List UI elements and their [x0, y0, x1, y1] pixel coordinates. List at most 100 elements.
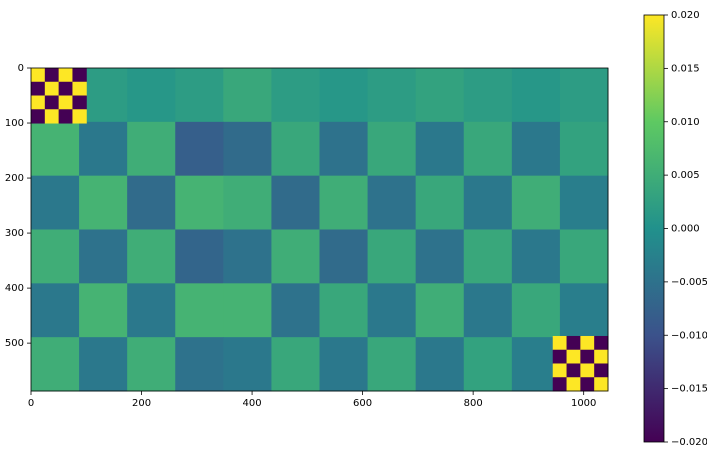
heatmap-cell: [368, 122, 417, 176]
chart: 020040060080010000100200300400500−0.020−…: [0, 0, 707, 450]
y-tick-label: 400: [5, 283, 24, 294]
heatmap-cell: [59, 109, 73, 123]
colorbar-tick-label: 0.010: [671, 117, 700, 128]
heatmap-cell: [512, 283, 561, 337]
colorbar-tick-label: 0.020: [671, 10, 700, 21]
heatmap-cell: [580, 350, 594, 364]
heatmap-cell: [72, 68, 86, 82]
heatmap-cell: [560, 122, 609, 176]
heatmap-cell: [580, 363, 594, 377]
colorbar-tick-label: −0.020: [671, 437, 707, 448]
colorbar-tick-label: −0.015: [671, 384, 707, 395]
heatmap-cell: [59, 96, 73, 110]
heatmap-cell: [594, 377, 608, 391]
heatmap-cell: [72, 109, 86, 123]
x-tick-label: 800: [464, 398, 483, 409]
heatmap-cell: [553, 336, 567, 350]
heatmap-cell: [31, 96, 45, 110]
heatmap-cell: [127, 122, 176, 176]
heatmap-cell: [45, 82, 59, 96]
heatmap-cell: [512, 230, 561, 284]
heatmap-cell: [271, 283, 320, 337]
heatmap-cell: [127, 337, 176, 391]
heatmap-cell: [45, 96, 59, 110]
heatmap-cell: [368, 176, 417, 230]
heatmap-cell: [320, 283, 369, 337]
heatmap-cell: [512, 68, 561, 122]
heatmap-cell: [79, 337, 128, 391]
heatmap-cell: [416, 122, 465, 176]
heatmap-cell: [594, 336, 608, 350]
heatmap-cell: [31, 337, 80, 391]
heatmap-cell: [175, 176, 224, 230]
heatmap-cell: [31, 283, 80, 337]
heatmap-cell: [79, 176, 128, 230]
heatmap-cell: [464, 122, 513, 176]
heatmap-cell: [368, 68, 417, 122]
x-tick-label: 1000: [571, 398, 596, 409]
heatmap-cell: [59, 68, 73, 82]
y-tick-label: 100: [5, 118, 24, 129]
heatmap-cell: [223, 230, 272, 284]
heatmap-cell: [127, 230, 176, 284]
y-tick-label: 0: [18, 63, 24, 74]
heatmap-cell: [59, 82, 73, 96]
heatmap-cell: [553, 377, 567, 391]
colorbar: [644, 15, 664, 442]
colorbar-tick-label: −0.010: [671, 330, 707, 341]
heatmap-cell: [223, 176, 272, 230]
heatmap-cell: [416, 337, 465, 391]
heatmap-cell: [416, 176, 465, 230]
heatmap-cell: [271, 337, 320, 391]
heatmap-cell: [223, 337, 272, 391]
heatmap-cell: [31, 68, 45, 82]
heatmap-cell: [416, 68, 465, 122]
heatmap-cell: [175, 122, 224, 176]
colorbar-tick-label: −0.005: [671, 277, 707, 288]
heatmap-cell: [560, 283, 609, 337]
heatmap-cell: [320, 122, 369, 176]
heatmap-cell: [72, 96, 86, 110]
heatmap-cell: [79, 122, 128, 176]
heatmap-cell: [560, 230, 609, 284]
heatmap-cell: [31, 82, 45, 96]
heatmap-cell: [175, 337, 224, 391]
heatmap-cell: [271, 230, 320, 284]
heatmap-cell: [567, 350, 581, 364]
heatmap-cell: [320, 337, 369, 391]
heatmap-cell: [567, 363, 581, 377]
heatmap-cell: [175, 230, 224, 284]
heatmap-cell: [79, 230, 128, 284]
heatmap-cell: [320, 68, 369, 122]
heatmap-cell: [320, 176, 369, 230]
y-tick-label: 200: [5, 173, 24, 184]
heatmap-cell: [416, 230, 465, 284]
heatmap-cell: [271, 122, 320, 176]
colorbar-tick-label: 0.015: [671, 63, 700, 74]
heatmap-cell: [320, 230, 369, 284]
x-tick-label: 200: [132, 398, 151, 409]
heatmap-cell: [464, 337, 513, 391]
heatmap-cell: [594, 350, 608, 364]
heatmap-cell: [271, 176, 320, 230]
x-tick-label: 600: [353, 398, 372, 409]
heatmap-cell: [45, 109, 59, 123]
heatmap-cell: [31, 109, 45, 123]
colorbar-tick-label: 0.005: [671, 170, 700, 181]
y-tick-label: 500: [5, 338, 24, 349]
heatmap-cell: [580, 336, 594, 350]
x-tick-label: 0: [28, 398, 34, 409]
heatmap-cell: [368, 283, 417, 337]
heatmap-cell: [175, 68, 224, 122]
heatmap-cell: [72, 82, 86, 96]
heatmap-cell: [175, 283, 224, 337]
heatmap-cell: [368, 337, 417, 391]
heatmap-cell: [567, 377, 581, 391]
heatmap-cell: [127, 283, 176, 337]
heatmap-cell: [127, 176, 176, 230]
heatmap-cell: [45, 68, 59, 82]
heatmap-cell: [223, 122, 272, 176]
heatmap-cell: [560, 176, 609, 230]
heatmap-cell: [31, 176, 80, 230]
heatmap-cell: [553, 350, 567, 364]
